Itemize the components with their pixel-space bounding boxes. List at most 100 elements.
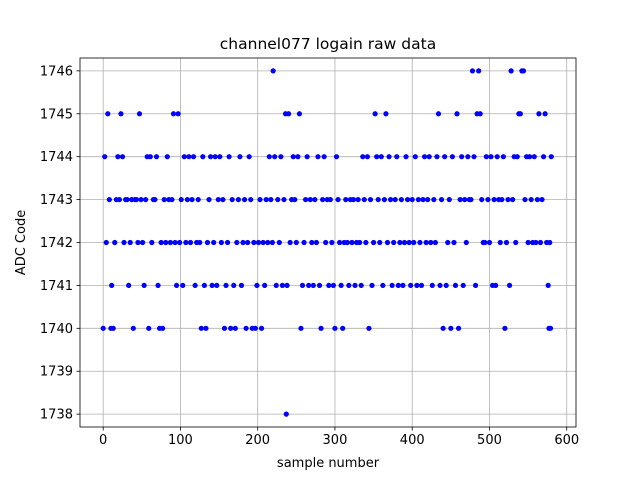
data-point	[471, 154, 477, 160]
data-point	[200, 154, 206, 160]
data-point	[133, 196, 139, 203]
y-tick-label: 1742	[40, 236, 73, 251]
data-point	[186, 154, 192, 160]
data-point	[232, 325, 238, 331]
x-tick-label: 300	[323, 433, 348, 448]
data-point	[547, 239, 553, 246]
data-point	[418, 282, 425, 289]
data-point	[463, 239, 469, 246]
data-point	[364, 154, 371, 160]
x-tick-label: 100	[168, 433, 193, 448]
data-point	[135, 239, 141, 246]
data-point	[533, 239, 539, 246]
data-point	[455, 325, 462, 331]
data-point	[212, 154, 218, 160]
data-point	[536, 111, 542, 117]
data-point	[287, 239, 293, 246]
data-point	[248, 196, 254, 203]
data-point	[494, 154, 500, 160]
data-point	[414, 282, 420, 289]
data-point	[357, 239, 363, 246]
data-point	[172, 239, 178, 246]
data-point	[338, 282, 344, 289]
data-point	[428, 239, 434, 246]
data-point	[459, 154, 465, 160]
data-points	[100, 68, 554, 417]
data-point	[344, 239, 350, 246]
data-point	[479, 196, 485, 203]
data-point	[493, 282, 499, 289]
data-point	[420, 196, 426, 203]
data-point	[100, 325, 106, 331]
data-point	[149, 239, 155, 246]
data-point	[528, 196, 534, 203]
data-point	[241, 196, 248, 203]
data-point	[506, 282, 513, 289]
data-point	[352, 282, 358, 289]
data-point	[460, 282, 466, 289]
data-point	[409, 196, 415, 203]
data-point	[285, 111, 292, 117]
data-point	[336, 239, 343, 246]
data-point	[534, 196, 540, 203]
data-point	[295, 154, 301, 160]
data-point	[482, 239, 488, 246]
data-point	[415, 196, 421, 203]
data-point	[106, 196, 112, 203]
data-point	[184, 196, 190, 203]
data-point	[283, 411, 289, 417]
data-point	[360, 154, 366, 160]
data-point	[258, 325, 265, 331]
data-point	[102, 154, 108, 160]
data-point	[163, 239, 169, 246]
data-point	[513, 239, 519, 246]
data-point	[146, 325, 152, 331]
data-point	[309, 239, 315, 246]
data-point	[167, 239, 173, 246]
data-point	[257, 196, 263, 203]
data-point	[545, 282, 551, 289]
data-point	[406, 239, 412, 246]
data-point	[224, 239, 231, 246]
data-point	[398, 196, 404, 203]
data-point	[298, 325, 304, 331]
data-point	[525, 239, 531, 246]
data-point	[240, 239, 246, 246]
data-point	[326, 282, 332, 289]
data-point	[141, 282, 147, 289]
data-point	[306, 282, 312, 289]
data-point	[221, 325, 228, 331]
data-point	[469, 68, 476, 74]
data-point	[147, 154, 153, 160]
data-point	[547, 325, 554, 331]
data-point	[340, 325, 346, 331]
data-point	[434, 154, 440, 160]
data-point	[333, 154, 340, 160]
data-point	[177, 239, 183, 246]
chart-title: channel077 logain raw data	[220, 35, 436, 53]
data-point	[234, 239, 240, 246]
data-point	[349, 239, 355, 246]
data-point	[112, 239, 118, 246]
data-point	[355, 196, 361, 203]
data-point	[426, 154, 432, 160]
y-tick-label: 1741	[40, 279, 73, 294]
data-point	[517, 111, 523, 117]
data-point	[389, 282, 395, 289]
data-point	[505, 196, 511, 203]
y-tick-label: 1743	[40, 193, 73, 208]
data-point	[321, 154, 327, 160]
data-point	[175, 111, 181, 117]
data-point	[384, 239, 391, 246]
data-point	[215, 196, 221, 203]
data-point	[381, 196, 387, 203]
data-point	[503, 239, 510, 246]
data-point	[273, 282, 279, 289]
data-point	[350, 196, 357, 203]
y-tick-label: 1738	[40, 408, 73, 423]
data-point	[370, 239, 377, 246]
data-point	[392, 196, 398, 203]
data-point	[246, 154, 252, 160]
data-point	[395, 282, 401, 289]
